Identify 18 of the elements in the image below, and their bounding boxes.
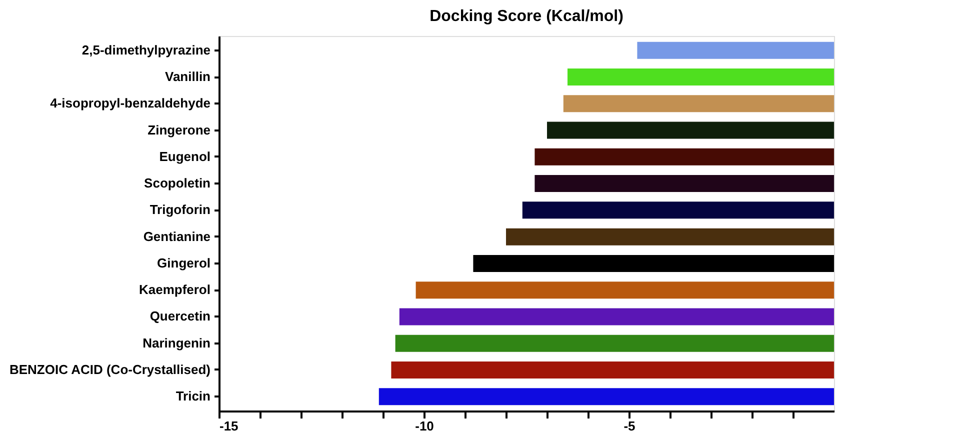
y-tick-label: Quercetin (150, 308, 211, 324)
y-tick-label: Zingerone (148, 122, 210, 138)
y-tick-label: 2,5-dimethylpyrazine (82, 42, 210, 58)
y-tick-label: Scopoletin (144, 176, 211, 191)
y-tick-label: Vanillin (164, 69, 211, 84)
chart-title: Docking Score (Kcal/mol) (430, 8, 624, 25)
x-tick-label: -10 (415, 418, 434, 434)
y-tick-label: Trigoforin (150, 202, 211, 218)
y-tick-label: BENZOIC ACID (Co-Crystallised) (9, 362, 210, 377)
y-tick-label: Naringenin (142, 335, 211, 350)
y-tick-label: Gentianine (143, 228, 210, 244)
x-tick-label: -5 (624, 418, 636, 434)
y-tick-label: Kaempferol (138, 282, 210, 298)
y-tick-label: 4-isopropyl-benzaldehyde (50, 96, 210, 111)
y-tick-label: Gingerol (157, 255, 210, 270)
y-tick-label: Eugenol (159, 148, 210, 164)
x-tick-label: -15 (220, 418, 238, 434)
y-tick-label: Tricin (176, 388, 211, 404)
